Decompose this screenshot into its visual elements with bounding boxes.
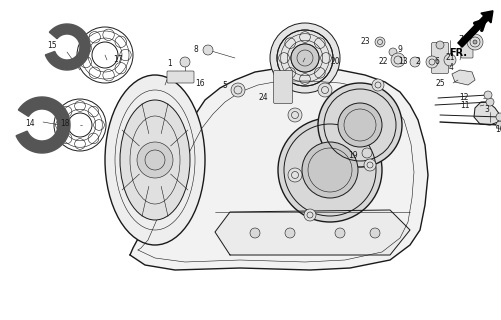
- Circle shape: [288, 108, 302, 122]
- Polygon shape: [46, 24, 90, 70]
- Text: 2: 2: [416, 58, 420, 67]
- Circle shape: [203, 45, 213, 55]
- Text: 25: 25: [435, 79, 445, 89]
- Text: 4: 4: [448, 62, 453, 71]
- Circle shape: [484, 91, 492, 99]
- Circle shape: [410, 57, 420, 67]
- Circle shape: [338, 103, 382, 147]
- Text: 16: 16: [195, 79, 205, 89]
- Circle shape: [302, 142, 358, 198]
- Text: 7: 7: [458, 36, 463, 44]
- Text: 18: 18: [60, 118, 70, 127]
- Ellipse shape: [105, 75, 205, 245]
- Circle shape: [285, 228, 295, 238]
- Circle shape: [372, 79, 384, 91]
- Circle shape: [389, 48, 397, 56]
- Circle shape: [231, 83, 245, 97]
- Text: 6: 6: [434, 58, 439, 67]
- Circle shape: [288, 168, 302, 182]
- Text: 20: 20: [330, 58, 340, 67]
- Circle shape: [278, 118, 382, 222]
- Text: 1: 1: [168, 60, 172, 68]
- Circle shape: [436, 41, 444, 49]
- Text: 21: 21: [445, 53, 455, 62]
- FancyBboxPatch shape: [431, 43, 448, 74]
- Text: 3: 3: [484, 105, 489, 114]
- Circle shape: [473, 40, 477, 44]
- FancyBboxPatch shape: [274, 70, 293, 103]
- Polygon shape: [16, 97, 70, 153]
- Text: 22: 22: [378, 58, 388, 67]
- Circle shape: [180, 57, 190, 67]
- Circle shape: [335, 228, 345, 238]
- Polygon shape: [452, 70, 475, 85]
- FancyArrow shape: [458, 11, 493, 47]
- Ellipse shape: [120, 100, 190, 220]
- Circle shape: [291, 44, 319, 72]
- FancyBboxPatch shape: [167, 71, 194, 83]
- Circle shape: [496, 113, 501, 121]
- Circle shape: [496, 121, 501, 129]
- Polygon shape: [215, 210, 410, 255]
- Text: 5: 5: [222, 82, 227, 91]
- Text: 23: 23: [360, 37, 370, 46]
- Text: 13: 13: [398, 58, 408, 67]
- Circle shape: [426, 56, 438, 68]
- Circle shape: [137, 142, 173, 178]
- Text: 11: 11: [460, 101, 470, 110]
- Circle shape: [362, 148, 372, 158]
- Circle shape: [270, 23, 340, 93]
- Circle shape: [391, 53, 405, 67]
- Text: FR.: FR.: [449, 48, 467, 58]
- Text: 24: 24: [258, 92, 268, 101]
- Circle shape: [318, 83, 332, 97]
- Circle shape: [444, 54, 456, 66]
- Text: 15: 15: [47, 41, 57, 50]
- Polygon shape: [130, 68, 428, 270]
- Circle shape: [364, 159, 376, 171]
- Circle shape: [318, 83, 402, 167]
- Circle shape: [304, 209, 316, 221]
- Text: 19: 19: [348, 150, 358, 159]
- Circle shape: [250, 228, 260, 238]
- Text: 12: 12: [459, 93, 469, 102]
- Text: 14: 14: [25, 119, 35, 129]
- Text: 10: 10: [495, 125, 501, 134]
- Circle shape: [467, 34, 483, 50]
- FancyBboxPatch shape: [461, 38, 473, 58]
- Polygon shape: [474, 102, 500, 125]
- Text: 17: 17: [113, 55, 123, 65]
- Text: 9: 9: [398, 45, 402, 54]
- Circle shape: [375, 37, 385, 47]
- Text: 8: 8: [193, 45, 198, 54]
- Circle shape: [370, 228, 380, 238]
- Circle shape: [486, 98, 494, 106]
